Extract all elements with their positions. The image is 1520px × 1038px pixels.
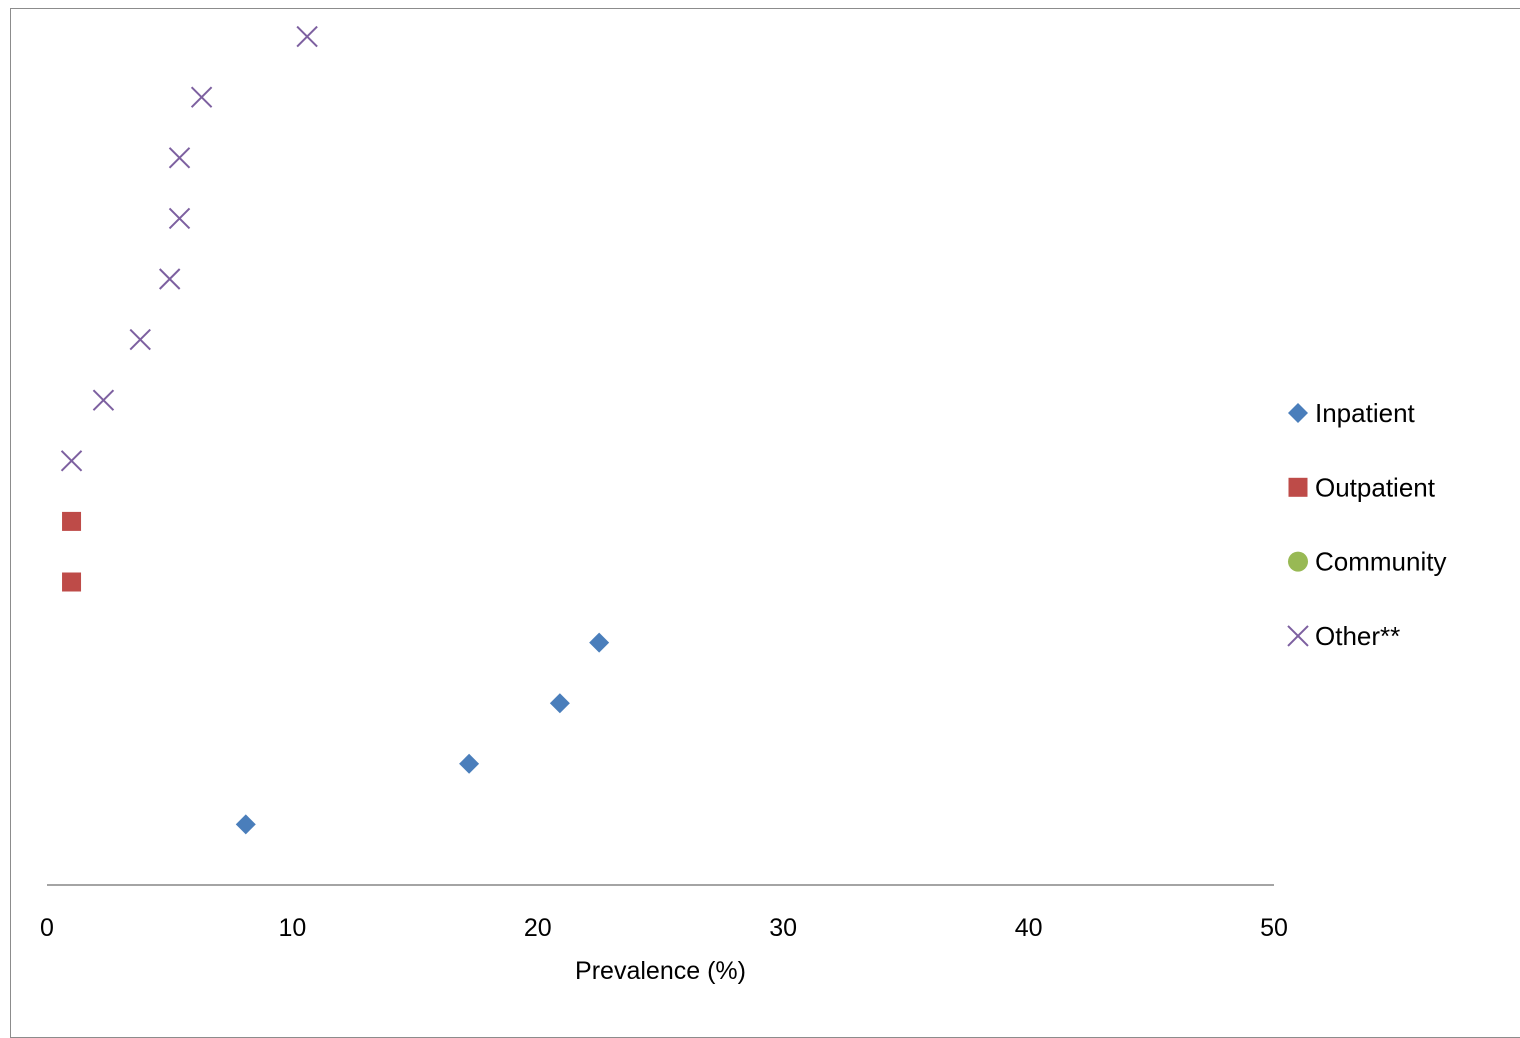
legend-label-outpatient: Outpatient bbox=[1315, 472, 1436, 502]
x-tick-label: 40 bbox=[1015, 914, 1043, 942]
data-points bbox=[60, 25, 610, 835]
data-point-inpatient bbox=[235, 814, 256, 835]
x-tick-label: 50 bbox=[1260, 914, 1288, 942]
data-point-outpatient bbox=[62, 511, 82, 531]
legend-marker-outpatient bbox=[1288, 477, 1308, 497]
chart-frame bbox=[10, 8, 1520, 1038]
x-tick-labels: 0 10 20 30 40 50 bbox=[40, 914, 1288, 942]
data-point-inpatient bbox=[589, 632, 610, 653]
x-tick-label: 0 bbox=[40, 914, 54, 942]
data-point-other bbox=[190, 86, 213, 108]
data-point-other bbox=[168, 147, 191, 169]
legend: Inpatient Outpatient Community Other** bbox=[1287, 398, 1446, 651]
data-point-other bbox=[60, 450, 83, 472]
data-point-inpatient bbox=[549, 693, 570, 714]
data-point-inpatient bbox=[459, 753, 480, 774]
data-point-other bbox=[168, 207, 191, 230]
legend-marker-other bbox=[1287, 625, 1309, 647]
x-axis-title: Prevalence (%) bbox=[575, 957, 746, 985]
legend-marker-community bbox=[1288, 551, 1308, 572]
legend-label-community: Community bbox=[1315, 547, 1446, 577]
x-tick-label: 20 bbox=[524, 914, 552, 942]
data-point-other bbox=[158, 268, 181, 290]
legend-marker-inpatient bbox=[1288, 403, 1308, 423]
data-point-other bbox=[129, 328, 151, 351]
x-tick-label: 30 bbox=[769, 914, 797, 942]
data-point-outpatient bbox=[62, 572, 82, 592]
legend-label-inpatient: Inpatient bbox=[1315, 398, 1416, 428]
data-point-other bbox=[296, 25, 318, 48]
data-point-other bbox=[92, 389, 115, 411]
legend-label-other: Other** bbox=[1315, 621, 1400, 651]
x-tick-label: 10 bbox=[278, 914, 306, 942]
